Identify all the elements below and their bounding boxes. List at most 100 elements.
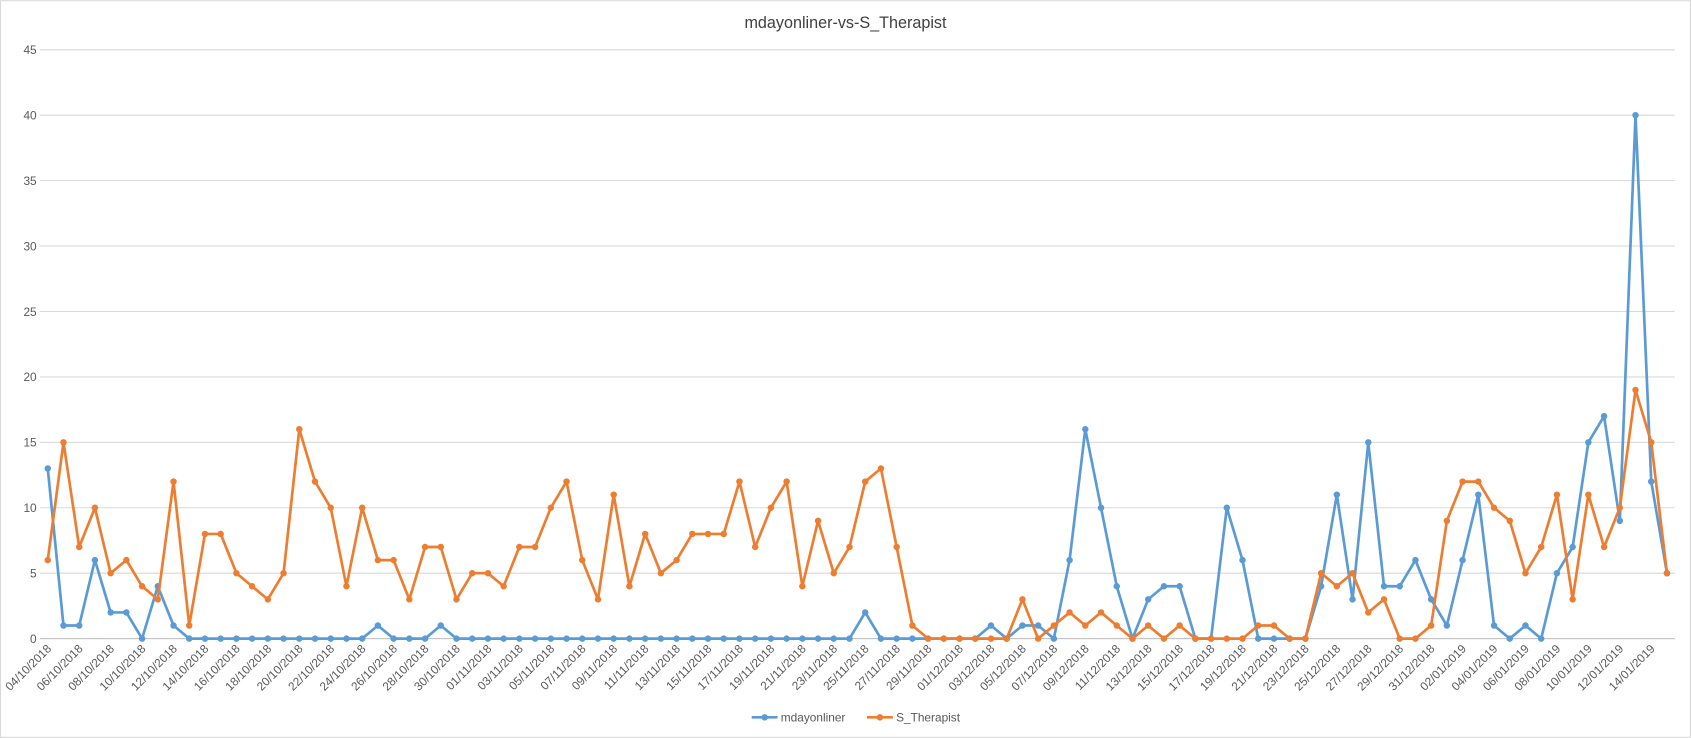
- data-point: [516, 635, 523, 642]
- y-tick-label: 10: [23, 501, 37, 515]
- data-point: [1569, 596, 1576, 603]
- data-point: [1066, 556, 1073, 564]
- data-point: [1207, 635, 1215, 642]
- data-point: [1616, 517, 1624, 525]
- data-point: [1034, 635, 1042, 642]
- data-point: [861, 478, 869, 485]
- data-point: [1066, 609, 1073, 616]
- data-point: [673, 556, 680, 564]
- data-point: [453, 596, 460, 603]
- data-point: [75, 622, 83, 629]
- data-point: [374, 622, 382, 629]
- data-point: [1396, 635, 1403, 642]
- data-point: [547, 635, 555, 642]
- data-point: [689, 635, 696, 642]
- data-point: [107, 609, 114, 616]
- data-point: [799, 635, 806, 642]
- data-point: [626, 583, 633, 590]
- data-point: [799, 583, 806, 590]
- y-tick-label: 0: [30, 632, 37, 646]
- data-point: [44, 556, 51, 564]
- data-point: [1600, 543, 1608, 551]
- data-point: [468, 569, 476, 577]
- data-point: [704, 635, 712, 642]
- data-point: [1270, 635, 1278, 642]
- data-point: [123, 609, 130, 616]
- data-point: [1553, 491, 1561, 498]
- series-line: [46, 388, 1669, 640]
- y-tick-label: 25: [23, 305, 37, 319]
- data-point: [1302, 635, 1309, 642]
- data-point: [893, 635, 900, 642]
- data-point: [1223, 635, 1231, 642]
- data-point: [909, 622, 916, 629]
- data-point: [1160, 583, 1168, 590]
- data-point: [138, 635, 146, 642]
- data-point: [1082, 426, 1089, 433]
- data-point: [390, 635, 397, 642]
- data-point: [91, 556, 99, 564]
- data-point: [500, 583, 507, 590]
- data-point: [814, 517, 822, 525]
- data-point: [751, 543, 759, 551]
- data-point: [641, 635, 649, 642]
- data-point: [138, 583, 146, 590]
- data-point: [1333, 491, 1341, 498]
- data-point: [1537, 635, 1545, 642]
- data-point: [1412, 635, 1419, 642]
- y-tick-label: 5: [30, 566, 37, 580]
- data-point: [296, 635, 303, 642]
- data-point: [1569, 543, 1576, 551]
- data-point: [594, 596, 602, 603]
- data-point: [830, 569, 838, 577]
- data-point: [1129, 635, 1136, 642]
- data-point: [1522, 622, 1529, 629]
- data-point: [657, 635, 665, 642]
- data-point: [1160, 635, 1168, 642]
- data-point: [830, 635, 838, 642]
- legend-label: S_Therapist: [896, 711, 961, 725]
- data-point: [1443, 517, 1451, 525]
- data-point: [610, 491, 617, 498]
- data-point: [311, 635, 319, 642]
- data-point: [767, 504, 775, 511]
- data-point: [1459, 556, 1466, 564]
- data-point: [1459, 478, 1466, 485]
- data-point: [1648, 478, 1655, 485]
- data-point: [1254, 635, 1262, 642]
- data-point: [1097, 609, 1105, 616]
- data-point: [877, 465, 885, 472]
- data-point: [170, 622, 177, 629]
- data-point: [626, 635, 633, 642]
- data-point: [1490, 504, 1498, 511]
- data-point: [374, 556, 382, 564]
- data-point: [248, 635, 256, 642]
- data-point: [783, 635, 790, 642]
- data-point: [736, 635, 743, 642]
- data-point: [1537, 543, 1545, 551]
- y-tick-label: 30: [23, 239, 37, 253]
- data-point: [987, 622, 995, 629]
- data-point: [264, 635, 272, 642]
- data-point: [1019, 622, 1026, 629]
- data-point: [720, 530, 727, 538]
- data-point: [280, 569, 287, 577]
- data-point: [1176, 583, 1183, 590]
- data-point: [767, 635, 775, 642]
- data-point: [846, 635, 853, 642]
- data-point: [343, 635, 350, 642]
- data-point: [1380, 596, 1388, 603]
- data-point: [1522, 569, 1529, 577]
- data-point: [1113, 583, 1120, 590]
- data-point: [186, 622, 193, 629]
- data-point: [1019, 596, 1026, 603]
- data-point: [531, 635, 539, 642]
- data-point: [201, 635, 209, 642]
- data-point: [1097, 504, 1105, 511]
- data-point: [861, 609, 869, 616]
- data-point: [1663, 569, 1671, 577]
- data-point: [123, 556, 130, 564]
- data-point: [1427, 622, 1435, 629]
